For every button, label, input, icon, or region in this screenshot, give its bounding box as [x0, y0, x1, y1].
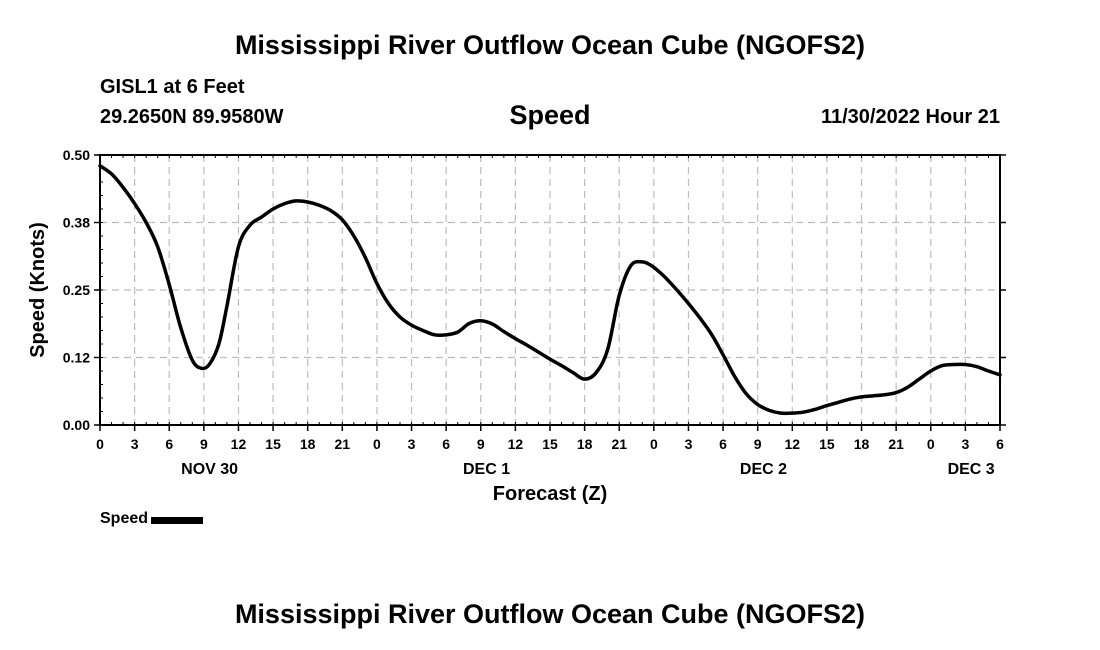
x-tick-label: 15 [265, 436, 281, 452]
day-labels: NOV 30 DEC 1 DEC 2 DEC 3 [181, 461, 995, 478]
x-tick-label: 6 [719, 436, 727, 452]
x-tick-label: 3 [961, 436, 969, 452]
x-tick-label: 21 [888, 436, 904, 452]
x-tick-label: 3 [131, 436, 139, 452]
day-label: DEC 3 [948, 461, 995, 478]
day-label: DEC 2 [740, 461, 787, 478]
x-tick-label: 0 [96, 436, 104, 452]
legend-line-swatch [151, 517, 204, 524]
forecast-datetime: 11/30/2022 Hour 21 [820, 106, 1000, 128]
x-tick-labels: 0 3 6 9 12 15 18 21 0 3 6 9 12 15 18 21 0 3 6 9 12 15 18 21 0 3 6 [96, 436, 1004, 452]
x-tick-label: 15 [542, 436, 558, 452]
x-tick-label: 18 [577, 436, 593, 452]
x-tick-label: 12 [785, 436, 801, 452]
x-tick-label: 15 [819, 436, 835, 452]
y-tick-label: 0.38 [63, 215, 90, 231]
page-title: Mississippi River Outflow Ocean Cube (NG… [234, 30, 866, 60]
speed-series-line [98, 164, 1002, 416]
x-tick-label: 6 [442, 436, 450, 452]
grid-lines [100, 155, 1000, 425]
x-axis-title: Forecast (Z) [493, 483, 607, 505]
x-tick-label: 3 [685, 436, 693, 452]
y-tick-label: 0.50 [63, 147, 90, 163]
x-tick-label: 18 [854, 436, 870, 452]
plot-frame [99, 154, 1001, 426]
y-tick-label: 0.00 [63, 417, 90, 433]
x-tick-label: 9 [200, 436, 208, 452]
x-tick-label: 18 [300, 436, 316, 452]
x-tick-label: 0 [927, 436, 935, 452]
day-label: NOV 30 [181, 461, 238, 478]
legend-label: Speed [100, 510, 149, 527]
y-axis-title: Speed (Knots) [27, 222, 49, 358]
x-tick-label: 3 [408, 436, 416, 452]
y-tick-label: 0.25 [63, 282, 90, 298]
day-label: DEC 1 [463, 461, 510, 478]
y-tick-label: 0.12 [63, 350, 90, 366]
x-tick-label: 0 [373, 436, 381, 452]
chart-title: Speed [509, 100, 591, 130]
x-tick-label: 21 [335, 436, 351, 452]
x-tick-label: 12 [508, 436, 524, 452]
station-coordinates: 29.2650N 89.9580W [100, 106, 284, 128]
chart-legend: Speed [100, 510, 204, 528]
x-tick-label: 0 [650, 436, 658, 452]
y-tick-labels: 0.00 0.12 0.25 0.38 0.50 [63, 147, 90, 433]
x-tick-label: 21 [611, 436, 627, 452]
station-label: GISL1 at 6 Feet [100, 76, 245, 98]
x-tick-label: 12 [231, 436, 247, 452]
x-tick-label: 9 [477, 436, 485, 452]
x-tick-label: 9 [754, 436, 762, 452]
footer-title: Mississippi River Outflow Ocean Cube (NG… [234, 599, 866, 629]
x-tick-label: 6 [996, 436, 1004, 452]
x-tick-label: 6 [165, 436, 173, 452]
